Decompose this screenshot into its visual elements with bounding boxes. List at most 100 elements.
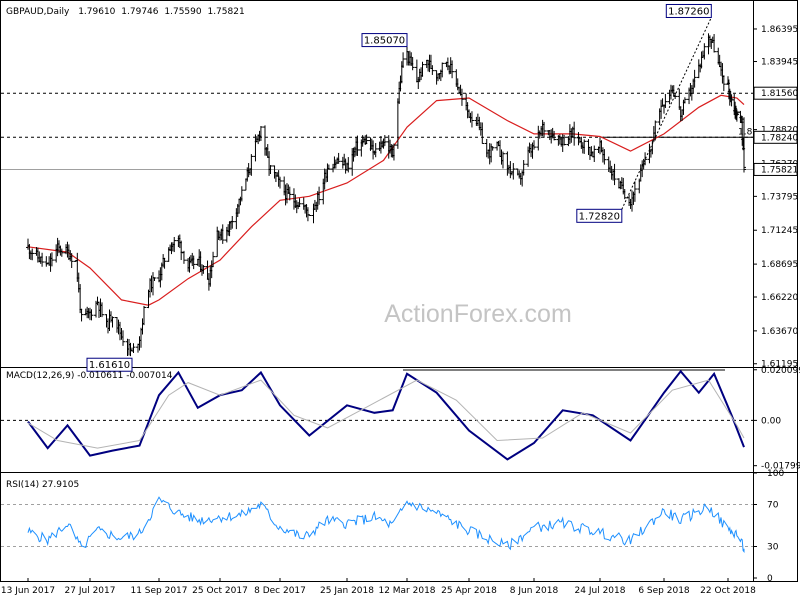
annotation-label: 1.87260	[668, 6, 709, 17]
annotation-label: 1.72820	[579, 211, 620, 222]
annotation-box	[86, 357, 133, 372]
price-bar	[582, 139, 587, 154]
time-scale-label: 8 Jun 2018	[510, 586, 559, 596]
price-annotation: 1.72820	[576, 208, 623, 223]
price-scale-marker	[753, 86, 798, 100]
price-bar	[317, 186, 322, 205]
macd-scale-label: -0.017992	[761, 462, 800, 472]
price-bar	[346, 157, 351, 173]
annotation-box	[576, 208, 623, 223]
price-bar	[682, 97, 687, 104]
price-bar	[40, 252, 45, 267]
price-bar	[142, 305, 146, 326]
time-scale: 13 Jun 2017 27 Jul 2017 11 Sep 2017 25 Oct …	[1, 578, 756, 596]
price-bar	[673, 93, 678, 100]
time-scale-label: 25 Apr 2018	[441, 586, 497, 596]
price-bar	[712, 34, 717, 53]
price-bar	[79, 308, 84, 322]
price-panel[interactable]: 1.8 1.85070 1.87260 1.72820 1.61610	[1, 3, 753, 372]
price-bar	[131, 343, 136, 353]
price-bar	[622, 188, 627, 200]
rsi-panel[interactable]: 100 70 30 0	[1, 469, 784, 584]
ohlc-bars	[26, 33, 746, 357]
price-bar	[326, 164, 331, 170]
price-bar	[172, 236, 177, 253]
price-bar	[49, 252, 54, 267]
price-bar	[44, 256, 49, 267]
price-bar	[89, 309, 94, 321]
macd-header: MACD(12,26,9) -0.010611 -0.007014	[6, 371, 173, 381]
time-scale-label: 11 Sep 2017	[130, 586, 187, 596]
rsi-scale-label: 30	[767, 543, 779, 553]
price-bar	[401, 52, 406, 68]
price-bar	[480, 122, 485, 144]
price-bar	[663, 93, 668, 109]
time-scale-label: 24 Jul 2018	[575, 586, 626, 596]
price-bar	[391, 143, 396, 161]
rsi-scale-label: 0	[767, 574, 773, 584]
price-bar	[450, 60, 455, 79]
price-bar	[692, 69, 697, 88]
price-bar	[211, 251, 216, 268]
price-bar	[602, 149, 607, 165]
price-scale-label: 1.83945	[761, 58, 798, 68]
time-scale-label: 25 Oct 2017	[192, 586, 248, 596]
price-bar	[355, 135, 360, 156]
level-tag-label: 1.8	[738, 127, 753, 137]
annotation-box	[361, 33, 408, 48]
price-annotation: 1.85070	[361, 33, 408, 48]
price-bar	[532, 140, 536, 150]
price-scale-label: 1.73795	[761, 192, 798, 202]
price-scale-label: 1.75821	[761, 165, 798, 175]
macd-scale-label: 0.020099	[761, 366, 800, 376]
price-bar	[59, 248, 64, 257]
ema-line	[27, 94, 745, 306]
price-bar	[336, 152, 341, 164]
price-bar	[592, 145, 597, 162]
price-bar	[459, 88, 464, 106]
price-bar	[572, 121, 577, 146]
price-scale-label: 1.81560	[761, 89, 798, 99]
macd-signal-line	[27, 379, 745, 449]
price-scale-label: 1.71245	[761, 226, 798, 236]
time-scale-label: 13 Jun 2017	[1, 586, 55, 596]
price-bar	[278, 176, 282, 189]
price-bar	[410, 56, 415, 71]
price-bar	[297, 198, 302, 207]
last-price-bar	[742, 117, 746, 173]
price-bar	[382, 135, 387, 146]
price-bar	[30, 248, 35, 261]
price-bar	[542, 121, 547, 138]
price-bar	[643, 152, 648, 166]
price-scale-label: 1.63670	[761, 327, 798, 337]
price-bar	[511, 163, 516, 180]
price-bar	[201, 265, 206, 274]
price-bar	[430, 65, 435, 75]
rsi-line	[27, 496, 745, 554]
time-scale-label: 6 Sep 2018	[638, 586, 690, 596]
price-bar	[249, 154, 254, 176]
price-bar	[220, 224, 225, 244]
price-bar	[632, 181, 637, 202]
price-bar	[562, 134, 567, 146]
price-bar	[239, 186, 244, 202]
price-bar	[307, 214, 312, 217]
price-bar	[162, 257, 167, 269]
time-scale-label: 8 Dec 2017	[254, 586, 306, 596]
price-bar	[110, 316, 115, 328]
price-bar	[702, 43, 707, 60]
price-scale: 1.863951.839451.815601.788201.762701.758…	[753, 25, 798, 370]
macd-scale-label: 0.00	[761, 416, 781, 426]
trend-line	[621, 17, 712, 210]
annotation-label: 1.85070	[364, 36, 405, 47]
outer-frame	[0, 0, 798, 582]
price-scale-label: 1.78240	[761, 133, 798, 143]
high-value: 1.79746	[121, 7, 158, 17]
macd-panel[interactable]: 0.020099 0.00 -0.017992	[1, 366, 800, 472]
price-bar	[364, 134, 369, 145]
price-bar	[121, 330, 125, 346]
price-bar	[653, 120, 658, 141]
symbol-label: GBPAUD,Daily	[6, 7, 70, 17]
price-scale-label: 1.66220	[761, 293, 798, 303]
